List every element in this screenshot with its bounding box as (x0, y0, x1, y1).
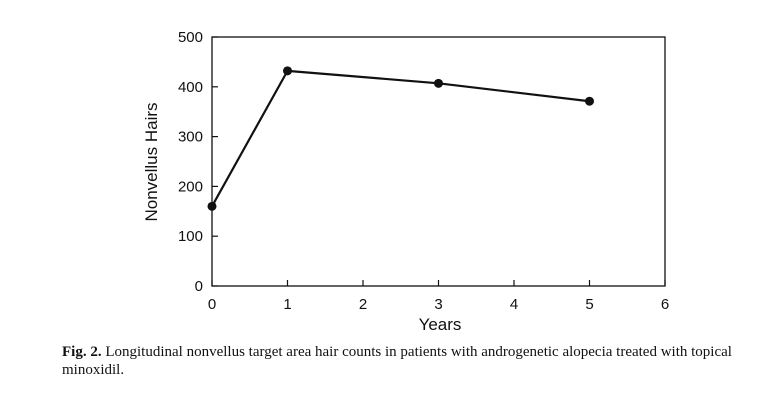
y-axis-ticks: 0 100 200 300 400 500 (178, 29, 218, 295)
chart: 0 1 2 3 4 5 6 0 100 200 300 400 500 Years Nonvellus… (142, 29, 669, 334)
caption-text: Longitudinal nonvellus target area hair … (62, 344, 732, 378)
data-point (585, 96, 594, 106)
series-line (211, 69, 590, 207)
series-layer (207, 66, 594, 211)
x-tick-label: 6 (661, 296, 669, 313)
x-tick-label: 2 (359, 296, 367, 313)
caption-label: Fig. 2. (62, 344, 102, 360)
y-tick-label: 200 (178, 178, 203, 195)
data-point (283, 66, 292, 76)
x-tick-label: 0 (208, 296, 216, 313)
x-axis-ticks: 0 1 2 3 4 5 6 (208, 280, 669, 313)
y-tick-label: 500 (178, 29, 203, 46)
y-axis-title: Nonvellus Hairs (142, 102, 161, 221)
y-tick-label: 300 (178, 129, 203, 146)
y-tick-label: 0 (195, 278, 203, 295)
y-tick-label: 100 (178, 228, 203, 245)
x-axis-title: Years (419, 315, 462, 334)
x-tick-label: 4 (510, 296, 518, 313)
x-tick-label: 5 (585, 296, 593, 313)
data-point (207, 201, 217, 211)
data-point (434, 78, 443, 88)
plot-frame (211, 36, 666, 287)
x-tick-label: 1 (283, 296, 291, 313)
x-tick-label: 3 (434, 296, 442, 313)
y-tick-label: 400 (178, 79, 203, 96)
figure-caption: Fig. 2. Longitudinal nonvellus target ar… (62, 343, 762, 379)
